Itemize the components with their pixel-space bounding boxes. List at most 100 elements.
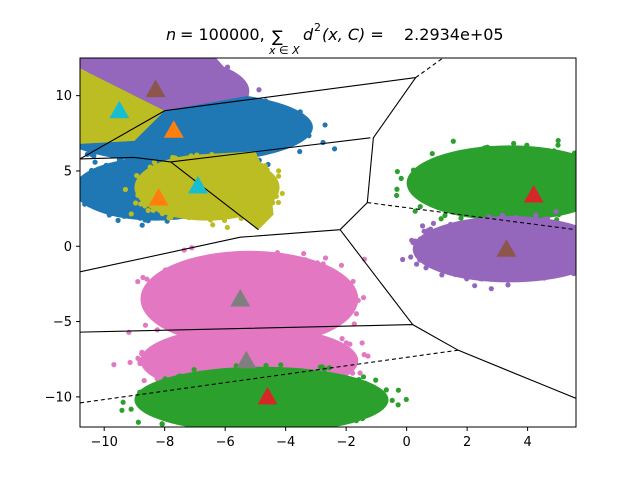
data-point: [610, 180, 615, 185]
data-point: [348, 354, 354, 360]
data-point: [74, 113, 79, 118]
data-point: [357, 370, 363, 376]
data-point: [69, 110, 74, 115]
boundary-solid-1: [164, 77, 416, 112]
data-point: [297, 148, 303, 155]
data-point: [166, 215, 172, 221]
centroid-1: [109, 100, 130, 119]
data-point: [452, 271, 458, 278]
data-point: [537, 219, 543, 225]
data-point: [435, 231, 442, 238]
data-point: [427, 237, 434, 243]
data-point: [322, 122, 328, 128]
data-point: [115, 217, 121, 223]
data-point: [158, 312, 164, 318]
data-point: [488, 286, 494, 292]
data-point: [609, 177, 614, 182]
axes-frame: [79, 57, 577, 428]
data-point: [467, 148, 473, 155]
data-point: [334, 348, 341, 355]
data-point: [447, 221, 454, 227]
data-point: [355, 297, 361, 304]
data-point: [394, 186, 400, 192]
data-point: [593, 163, 598, 168]
data-point: [593, 261, 598, 266]
data-point: [505, 145, 511, 151]
data-point: [395, 387, 402, 393]
data-point: [148, 366, 154, 373]
data-point: [262, 102, 268, 108]
data-point: [142, 175, 148, 182]
y-tick-label: −10: [45, 390, 72, 405]
data-point: [302, 257, 308, 263]
chart-title: n = 100000, ∑ x ∈ X d 2 (x, C) = 2.2934e…: [166, 21, 504, 57]
data-point: [177, 373, 183, 379]
data-point: [473, 147, 479, 153]
data-point: [571, 150, 576, 156]
data-point: [162, 267, 169, 273]
data-point: [65, 148, 70, 153]
data-point: [135, 355, 141, 361]
x-tick-label: 2: [463, 435, 471, 450]
data-point: [73, 90, 78, 95]
data-point: [430, 220, 437, 226]
title-n-value: = 100000,: [180, 25, 265, 44]
centroid-4: [187, 176, 208, 194]
data-point: [421, 228, 427, 234]
data-point: [608, 176, 613, 181]
data-point: [395, 402, 401, 408]
boundaries-layer: [80, 58, 576, 404]
data-point: [359, 340, 365, 346]
data-point: [476, 211, 482, 217]
cluster-body: [406, 145, 576, 221]
title-exponent: 2: [314, 21, 321, 34]
data-point: [423, 243, 429, 249]
data-point: [153, 405, 159, 411]
data-point: [315, 336, 322, 342]
data-point: [476, 219, 482, 225]
data-point: [119, 407, 125, 413]
data-point: [269, 427, 274, 432]
region-2: [170, 151, 274, 230]
data-point: [398, 175, 404, 181]
data-point: [408, 254, 414, 260]
data-point: [423, 190, 429, 196]
boundary-solid-2: [80, 137, 371, 163]
title-sum-subscript: x ∈ X: [268, 44, 300, 57]
centroid-6: [496, 239, 517, 257]
data-point: [410, 167, 417, 173]
data-point: [362, 380, 368, 386]
data-point: [72, 180, 77, 185]
data-point: [439, 272, 445, 278]
data-point: [346, 294, 353, 300]
data-point: [118, 158, 124, 164]
data-point: [233, 427, 238, 432]
data-point: [310, 423, 316, 427]
data-point: [244, 434, 249, 439]
data-point: [159, 421, 165, 427]
data-point: [73, 79, 78, 84]
data-point: [325, 423, 331, 427]
data-point: [215, 369, 221, 376]
data-point: [485, 148, 492, 154]
data-point: [353, 418, 360, 424]
data-point: [312, 331, 319, 337]
data-point: [111, 362, 117, 368]
data-point: [150, 207, 156, 213]
data-point: [591, 235, 596, 240]
data-point: [417, 175, 423, 181]
data-point: [612, 157, 617, 162]
data-point: [594, 242, 599, 247]
data-point: [344, 416, 350, 422]
data-point: [442, 212, 448, 219]
data-point: [554, 222, 561, 228]
centroid-9: [257, 386, 278, 405]
data-point: [307, 265, 314, 271]
data-point: [191, 419, 197, 425]
data-point: [577, 231, 582, 236]
data-point: [338, 262, 345, 268]
title-sum-symbol: ∑: [272, 27, 283, 46]
data-point: [341, 284, 347, 290]
centroid-2: [163, 120, 184, 138]
data-point: [121, 213, 127, 219]
